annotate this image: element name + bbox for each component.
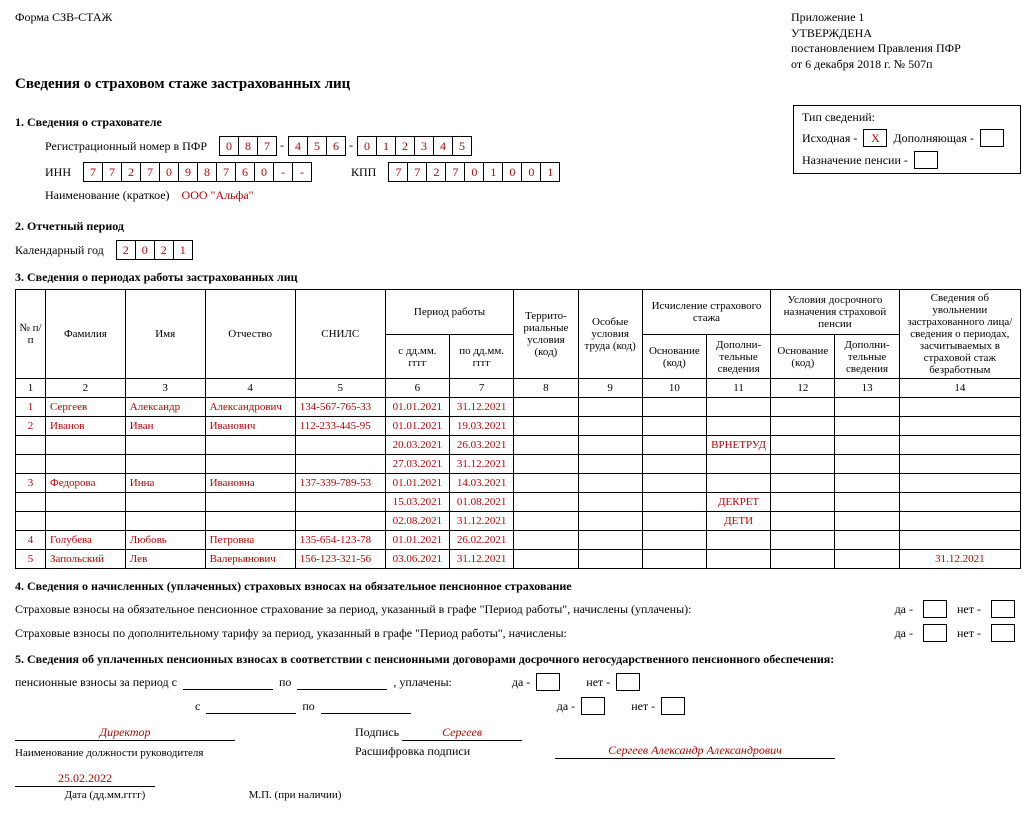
sec5-from2[interactable] xyxy=(206,699,296,714)
supplement-label: Дополняющая - xyxy=(893,131,973,146)
th-from: с дд.мм. гггг xyxy=(385,334,449,379)
decode-label: Расшифровка подписи xyxy=(355,744,470,758)
table-row: 5ЗапольскийЛевВалерьянович156-123-321-56… xyxy=(16,550,1021,569)
sec5-title: 5. Сведения об уплаченных пенсионных взн… xyxy=(15,652,1021,667)
sec4-no2-label: нет - xyxy=(957,626,981,641)
sec4-yes2-box[interactable] xyxy=(923,624,947,642)
sec5-no1-label: нет - xyxy=(586,675,610,690)
sec4-line1: Страховые взносы на обязательное пенсион… xyxy=(15,602,691,617)
sign-value: Сергеев xyxy=(402,725,522,741)
sec5-yes1-box[interactable] xyxy=(536,673,560,691)
sec5-l2: с xyxy=(195,699,200,714)
th-name: Имя xyxy=(125,290,205,379)
th-to: по дд.мм. гггг xyxy=(450,334,514,379)
date-value: 25.02.2022 xyxy=(15,771,155,787)
inn-label: ИНН xyxy=(45,165,71,180)
th-osn1: Основание (код) xyxy=(642,334,706,379)
pension-checkbox[interactable] xyxy=(914,151,938,169)
sec5-no2-label: нет - xyxy=(631,699,655,714)
decree: постановлением Правления ПФР xyxy=(791,41,1021,57)
decode-value: Сергеев Александр Александрович xyxy=(555,743,835,759)
position-caption: Наименование должности руководителя xyxy=(15,747,355,759)
initial-label: Исходная - xyxy=(802,131,857,146)
sec4-no2-box[interactable] xyxy=(991,624,1015,642)
sec4-yes1-box[interactable] xyxy=(923,600,947,618)
th-spec: Особые условия труда (код) xyxy=(578,290,642,379)
sec4-no1-label: нет - xyxy=(957,602,981,617)
sec1-title: 1. Сведения о страхователе xyxy=(15,115,793,130)
page-title: Сведения о страховом стаже застрахованны… xyxy=(15,76,1021,93)
sign-label: Подпись xyxy=(355,725,399,739)
sec5-paid: , уплачены: xyxy=(393,675,451,690)
sec5-yes2-label: да - xyxy=(557,699,575,714)
sec5-l1: пенсионные взносы за период с xyxy=(15,675,177,690)
year-value: 2021 xyxy=(116,240,192,260)
position-value: Директор xyxy=(15,725,235,741)
table-row: 02.08.202131.12.2021ДЕТИ xyxy=(16,512,1021,531)
th-patr: Отчество xyxy=(205,290,295,379)
type-box: Тип сведений: Исходная - Х Дополняющая -… xyxy=(793,105,1021,174)
sec4-line2: Страховые взносы по дополнительному тари… xyxy=(15,626,567,641)
kpp-label: КПП xyxy=(351,165,376,180)
sec4-title: 4. Сведения о начисленных (уплаченных) с… xyxy=(15,579,1021,594)
th-dop2: Дополни- тельные сведения xyxy=(835,334,899,379)
approval-block: Приложение 1 УТВЕРЖДЕНА постановлением П… xyxy=(791,10,1021,72)
name-label: Наименование (краткое) xyxy=(45,188,170,203)
year-label: Календарный год xyxy=(15,243,104,258)
sec5-to1-label: по xyxy=(279,675,291,690)
sec5-to2[interactable] xyxy=(321,699,411,714)
periods-table: № п/п Фамилия Имя Отчество СНИЛС Период … xyxy=(15,289,1021,569)
sec5-yes1-label: да - xyxy=(512,675,530,690)
th-dismiss: Сведения об увольнении застрахованного л… xyxy=(899,290,1020,379)
kpp-value: 772701001 xyxy=(388,162,559,182)
approved: УТВЕРЖДЕНА xyxy=(791,26,1021,42)
sec4-yes2-label: да - xyxy=(895,626,913,641)
table-row: 4ГолубеваЛюбовьПетровна135-654-123-7801.… xyxy=(16,531,1021,550)
th-fam: Фамилия xyxy=(46,290,126,379)
decree-date: от 6 декабря 2018 г. № 507п xyxy=(791,57,1021,73)
table-row: 3ФедороваИннаИвановна137-339-789-5301.01… xyxy=(16,474,1021,493)
date-caption: Дата (дд.мм.гггг) xyxy=(15,789,195,801)
sec5-from1[interactable] xyxy=(183,675,273,690)
sec5-no1-box[interactable] xyxy=(616,673,640,691)
inn-value: 7727098760-- xyxy=(83,162,311,182)
table-row: 15.03.202101.08.2021ДЕКРЕТ xyxy=(16,493,1021,512)
table-row: 2ИвановИванИванович112-233-445-9501.01.2… xyxy=(16,417,1021,436)
reg-label: Регистрационный номер в ПФР xyxy=(45,139,207,154)
th-terr: Террито- риальные условия (код) xyxy=(514,290,578,379)
sec5-yes2-box[interactable] xyxy=(581,697,605,715)
sec4-no1-box[interactable] xyxy=(991,600,1015,618)
sec5-no2-box[interactable] xyxy=(661,697,685,715)
sec2-title: 2. Отчетный период xyxy=(15,219,1021,234)
table-row: 1СергеевАлександрАлександрович134-567-76… xyxy=(16,398,1021,417)
th-osn2: Основание (код) xyxy=(771,334,835,379)
th-stazh: Исчисление страхового стажа xyxy=(642,290,770,335)
th-snils: СНИЛС xyxy=(295,290,385,379)
th-n: № п/п xyxy=(16,290,46,379)
sec4-yes1-label: да - xyxy=(895,602,913,617)
form-code: Форма СЗВ-СТАЖ xyxy=(15,10,112,25)
supplement-checkbox[interactable] xyxy=(980,129,1004,147)
reg-number: 087-456-012345 xyxy=(219,136,471,156)
sec5-to1[interactable] xyxy=(297,675,387,690)
stamp-label: М.П. (при наличии) xyxy=(195,789,395,801)
table-row: 20.03.202126.03.2021ВРНЕТРУД xyxy=(16,436,1021,455)
initial-checkbox[interactable]: Х xyxy=(863,129,887,147)
sec5-to2-label: по xyxy=(302,699,314,714)
attachment: Приложение 1 xyxy=(791,10,1021,26)
th-dop1: Дополни- тельные сведения xyxy=(706,334,770,379)
th-period: Период работы xyxy=(385,290,513,335)
th-early: Условия досрочного назначения страховой … xyxy=(771,290,899,335)
org-name: ООО "Альфа" xyxy=(182,188,254,203)
typebox-title: Тип сведений: xyxy=(802,110,1012,125)
pension-label: Назначение пенсии - xyxy=(802,153,908,168)
table-row: 27.03.202131.12.2021 xyxy=(16,455,1021,474)
sec3-title: 3. Сведения о периодах работы застрахова… xyxy=(15,270,1021,285)
